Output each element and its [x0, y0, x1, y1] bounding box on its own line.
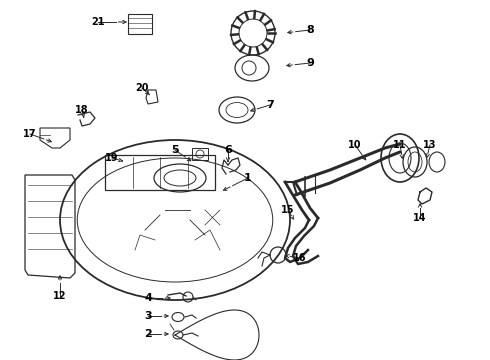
Bar [105, 155, 215, 190]
Text: 6: 6 [224, 145, 232, 155]
Text: 12: 12 [53, 291, 67, 301]
Text: 13: 13 [423, 140, 437, 150]
Bar [128, 14, 152, 34]
Text: 5: 5 [171, 145, 179, 155]
Text: 15: 15 [281, 205, 295, 215]
Text: 19: 19 [105, 153, 119, 163]
Text: 16: 16 [293, 253, 307, 263]
Text: 4: 4 [144, 293, 152, 303]
Text: 14: 14 [413, 213, 427, 223]
Text: 17: 17 [23, 129, 37, 139]
Text: 20: 20 [135, 83, 149, 93]
Text: 11: 11 [393, 140, 407, 150]
Text: 8: 8 [306, 25, 314, 35]
Text: 9: 9 [306, 58, 314, 68]
Text: 1: 1 [244, 173, 252, 183]
Bar [192, 148, 208, 160]
Text: 21: 21 [91, 17, 105, 27]
Text: 10: 10 [348, 140, 362, 150]
Text: 18: 18 [75, 105, 89, 115]
Text: 3: 3 [144, 311, 152, 321]
Text: 7: 7 [266, 100, 274, 110]
Text: 2: 2 [144, 329, 152, 339]
